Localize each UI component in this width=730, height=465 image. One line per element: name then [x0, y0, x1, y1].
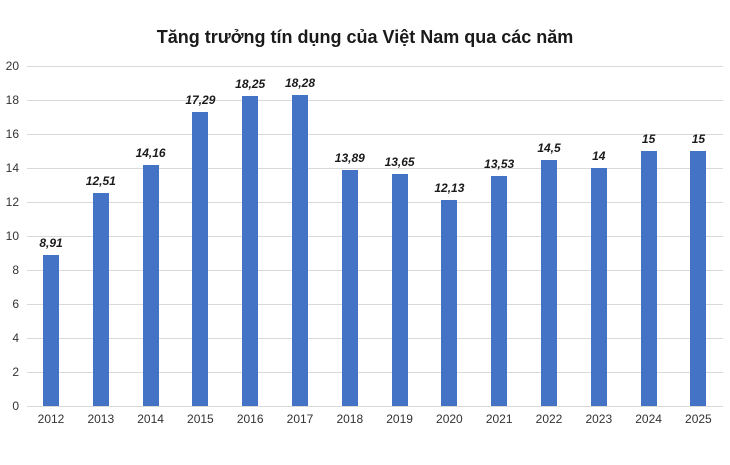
bar: [541, 159, 557, 406]
data-label: 14,16: [135, 146, 166, 161]
x-tick-label: 2021: [485, 412, 513, 426]
gridline: [27, 66, 723, 67]
gridline: [27, 168, 723, 169]
y-tick-label: 14: [5, 161, 19, 175]
x-tick-label: 2024: [635, 412, 662, 426]
x-tick-label: 2016: [236, 412, 264, 426]
data-label: 13,65: [384, 154, 415, 169]
gridline: [27, 338, 723, 339]
x-tick-label: 2014: [137, 412, 164, 426]
y-tick-label: 18: [5, 93, 19, 107]
y-tick-label: 16: [5, 127, 19, 141]
bar: [391, 173, 408, 406]
bar: [341, 169, 358, 406]
x-tick-label: 2022: [535, 412, 563, 426]
data-label: 14,5: [537, 140, 561, 155]
bar: [590, 168, 607, 406]
gridline: [27, 270, 723, 271]
y-tick-label: 0: [12, 399, 19, 413]
data-label: 8,91: [39, 235, 63, 250]
data-label: 18,28: [284, 76, 316, 91]
data-label: 18,25: [235, 76, 266, 91]
bar: [690, 151, 707, 406]
bar: [242, 95, 259, 406]
x-tick-label: 2015: [187, 412, 214, 426]
data-label: 15: [641, 132, 656, 146]
gridline: [27, 202, 723, 203]
bar: [640, 151, 657, 406]
gridline: [27, 236, 723, 237]
x-tick-label: 2023: [585, 412, 613, 426]
gridline: [27, 100, 723, 101]
x-tick-label: 2020: [436, 412, 463, 426]
y-tick-label: 10: [5, 229, 19, 243]
bar: [491, 175, 508, 406]
bar: [192, 112, 209, 406]
chart-title: Tăng trưởng tín dụng của Việt Nam qua cá…: [156, 27, 574, 47]
y-tick-label: 6: [12, 297, 19, 311]
data-label: 12,13: [434, 180, 465, 195]
data-label: 13,53: [484, 156, 515, 171]
gridline: [27, 406, 723, 407]
bar: [142, 165, 159, 406]
bar: [43, 254, 59, 406]
gridline: [27, 134, 723, 135]
y-tick-label: 4: [12, 331, 19, 345]
bar: [292, 95, 308, 406]
x-tick-label: 2018: [336, 412, 364, 426]
y-tick-label: 12: [5, 195, 19, 209]
y-tick-label: 2: [12, 365, 19, 379]
x-tick-label: 2019: [386, 412, 413, 426]
y-tick-label: 8: [12, 263, 19, 277]
data-label: 13,89: [334, 150, 365, 165]
x-tick-label: 2013: [87, 412, 115, 426]
data-label: 15: [691, 132, 706, 146]
x-tick-label: 2012: [37, 412, 65, 426]
x-tick-label: 2017: [286, 412, 314, 426]
y-tick-label: 20: [5, 59, 19, 73]
x-tick-label: 2025: [685, 412, 712, 426]
gridline: [27, 304, 723, 305]
bar: [441, 199, 458, 406]
data-label: 14: [592, 149, 606, 163]
data-label: 12,51: [85, 174, 116, 189]
gridline: [27, 372, 723, 373]
bar: [92, 193, 109, 406]
data-label: 17,29: [185, 93, 216, 108]
